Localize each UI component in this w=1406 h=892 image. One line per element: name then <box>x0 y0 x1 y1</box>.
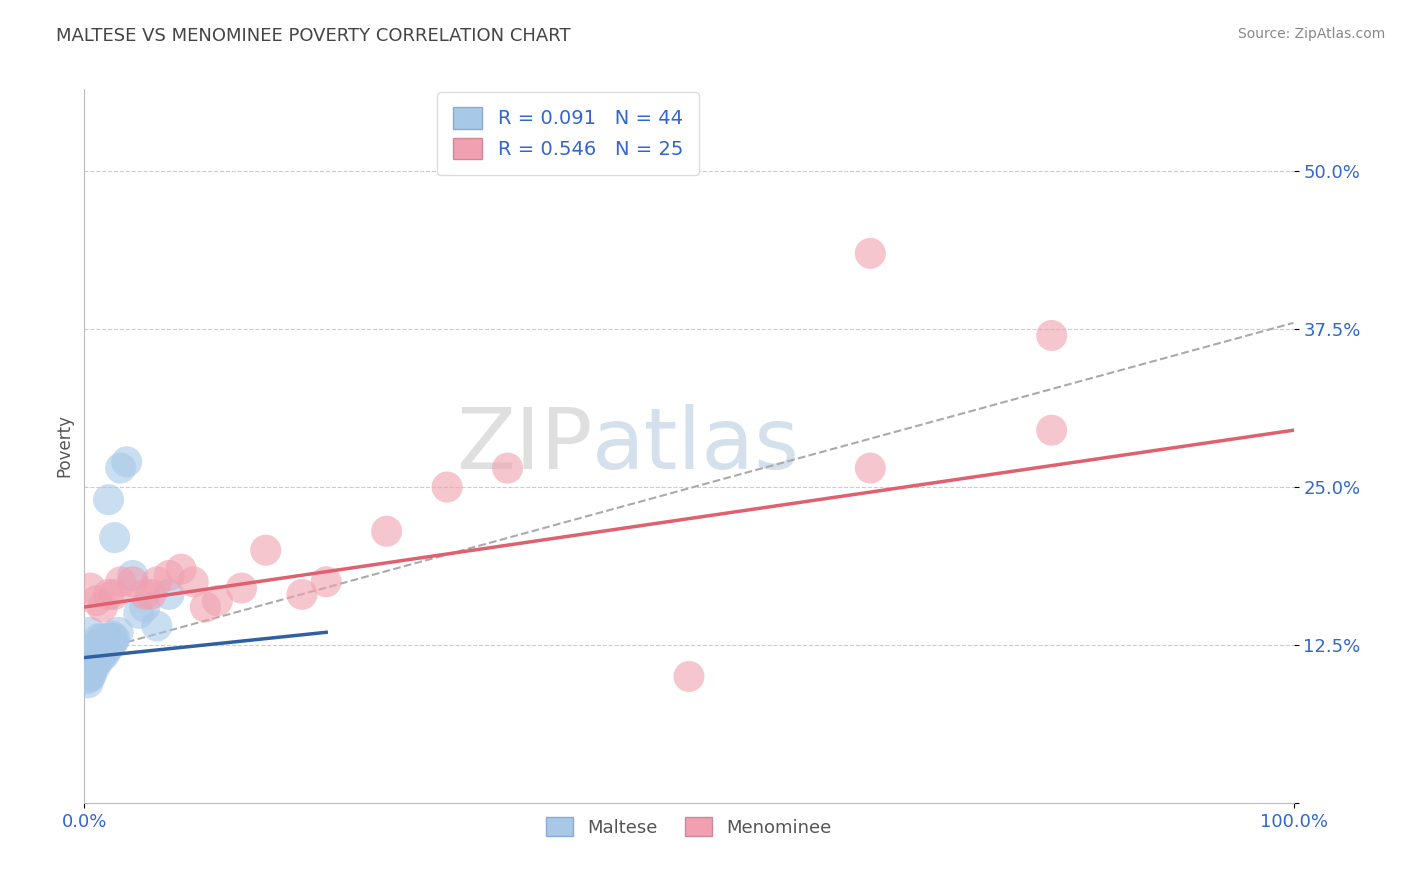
Point <box>91 644 114 658</box>
Point <box>496 461 519 475</box>
Text: MALTESE VS MENOMINEE POVERTY CORRELATION CHART: MALTESE VS MENOMINEE POVERTY CORRELATION… <box>56 27 571 45</box>
Point <box>98 634 121 648</box>
Point <box>157 587 180 601</box>
Point <box>80 667 103 681</box>
Point <box>94 647 117 661</box>
Point <box>77 663 100 677</box>
Point <box>84 650 107 665</box>
Point <box>87 638 110 652</box>
Point <box>77 675 100 690</box>
Point <box>86 593 108 607</box>
Point <box>121 574 143 589</box>
Point <box>315 574 337 589</box>
Point <box>83 654 105 668</box>
Point <box>1040 423 1063 437</box>
Point <box>94 638 117 652</box>
Point <box>103 634 125 648</box>
Point <box>101 629 124 643</box>
Point <box>139 587 162 601</box>
Point <box>79 581 101 595</box>
Point <box>79 625 101 640</box>
Point <box>89 644 111 658</box>
Point <box>86 638 108 652</box>
Point <box>107 625 129 640</box>
Text: Source: ZipAtlas.com: Source: ZipAtlas.com <box>1237 27 1385 41</box>
Point <box>194 600 217 615</box>
Point <box>115 455 138 469</box>
Point <box>82 659 104 673</box>
Point <box>86 654 108 668</box>
Point <box>104 587 127 601</box>
Point <box>100 632 122 646</box>
Point <box>859 246 882 260</box>
Point <box>231 581 253 595</box>
Point <box>79 669 101 683</box>
Point <box>96 641 118 656</box>
Text: atlas: atlas <box>592 404 800 488</box>
Point <box>146 619 169 633</box>
Point <box>128 607 150 621</box>
Point <box>436 480 458 494</box>
Point <box>90 650 112 665</box>
Point <box>134 587 156 601</box>
Point <box>146 574 169 589</box>
Point <box>375 524 398 539</box>
Point <box>77 669 100 683</box>
Point <box>254 543 277 558</box>
Point <box>170 562 193 576</box>
Point <box>87 632 110 646</box>
Y-axis label: Poverty: Poverty <box>55 415 73 477</box>
Point <box>89 647 111 661</box>
Point <box>80 657 103 671</box>
Point <box>97 492 120 507</box>
Point <box>91 600 114 615</box>
Text: ZIP: ZIP <box>456 404 592 488</box>
Point <box>291 587 314 601</box>
Point <box>104 531 127 545</box>
Point <box>104 632 127 646</box>
Point <box>859 461 882 475</box>
Point <box>1040 328 1063 343</box>
Point <box>181 574 204 589</box>
Point <box>91 632 114 646</box>
Point <box>110 461 132 475</box>
Point <box>121 568 143 582</box>
Point <box>83 650 105 665</box>
Point <box>93 644 115 658</box>
Point <box>110 574 132 589</box>
Point <box>97 587 120 601</box>
Legend: Maltese, Menominee: Maltese, Menominee <box>538 809 839 844</box>
Point <box>134 600 156 615</box>
Point <box>157 568 180 582</box>
Point <box>207 593 229 607</box>
Point <box>86 647 108 661</box>
Point <box>100 638 122 652</box>
Point <box>84 659 107 673</box>
Point <box>678 669 700 683</box>
Point <box>97 632 120 646</box>
Point <box>76 672 98 686</box>
